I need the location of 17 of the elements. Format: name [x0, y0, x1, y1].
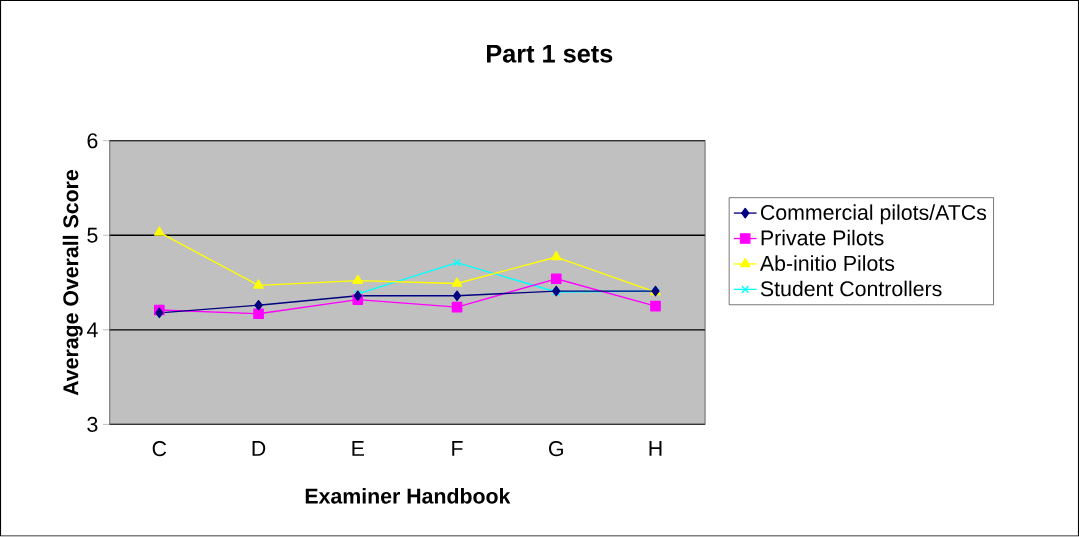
- x-axis-title: Examiner Handbook: [305, 488, 511, 504]
- legend-label: Ab-initio Pilots: [759, 255, 895, 272]
- x-tick-label: E: [352, 441, 364, 456]
- x-tick-label: D: [252, 441, 266, 456]
- y-tick-label: 5: [87, 228, 98, 243]
- x-tick-label: H: [649, 441, 662, 456]
- y-tick-label: 4: [86, 322, 98, 338]
- x-tick-label: F: [452, 441, 463, 456]
- y-tick-label: 6: [87, 133, 98, 149]
- x-tick-label: G: [549, 441, 563, 457]
- legend-label: Commercial pilots/ATCs: [761, 204, 987, 225]
- x-tick-label: C: [152, 441, 167, 457]
- y-tick-label: 3: [87, 417, 98, 433]
- y-axis-title: Average Overall Score: [62, 170, 83, 396]
- legend-label: Private Pilots: [761, 230, 884, 246]
- chart-title: Part 1 sets: [487, 45, 613, 63]
- legend-label: Student Controllers: [760, 280, 942, 297]
